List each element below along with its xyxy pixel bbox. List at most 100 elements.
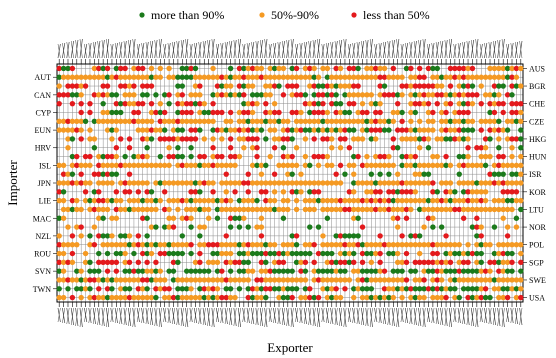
data-point-orange [482,118,489,124]
data-point-red [271,145,278,151]
data-point-orange [333,206,339,213]
data-point-red [307,294,313,301]
data-point-orange [285,277,291,283]
data-point-orange [148,206,155,213]
x-tick-label-bottom [339,307,343,327]
data-point-orange [469,74,476,80]
data-point-green [69,206,76,213]
data-point-orange [298,109,304,116]
data-point-orange [258,206,265,213]
data-point-orange [302,277,309,283]
data-point-red [425,259,432,266]
data-point-red [421,92,427,98]
data-point-red [166,136,172,142]
data-point-orange [355,109,361,116]
data-point-red [56,242,62,248]
data-point-green [399,109,405,116]
data-point-red [271,171,278,177]
x-tick-label-bottom [216,307,219,323]
x-tick-label-bottom [141,307,145,324]
data-point-orange [201,206,207,213]
data-point-orange [241,145,247,151]
data-point-orange [183,118,190,124]
data-point-green [355,65,361,72]
data-point-orange [157,268,164,274]
data-point-red [381,153,388,160]
data-point-green [474,180,480,186]
x-tick-marks-bottom [57,302,523,328]
x-tick-label-top [167,42,171,59]
data-point-green [293,259,300,266]
data-point-orange [197,92,203,98]
data-point-red [223,277,229,283]
data-point-orange [399,206,405,213]
data-point-red [465,189,471,195]
data-point-red [430,242,436,248]
x-tick-label-bottom [506,307,510,323]
data-point-red [403,153,410,160]
data-point-green [447,118,454,124]
data-point-green [368,268,375,274]
data-point-orange [162,294,168,301]
data-point-red [460,215,467,221]
data-point-green [245,286,251,292]
data-point-orange [263,74,269,80]
data-point-red [140,136,146,142]
data-point-red [157,118,164,124]
data-point-red [359,109,366,116]
x-tick-label-bottom [475,307,479,328]
data-point-red [377,259,383,266]
data-point-orange [122,277,128,283]
data-point-orange [267,277,273,283]
data-point-green [144,250,150,257]
data-point-red [377,197,383,204]
data-point-orange [188,180,194,186]
data-point-orange [289,180,295,186]
data-point-red [416,259,423,266]
data-point-green [241,100,247,107]
data-point-green [447,197,454,204]
data-point-red [91,92,98,98]
data-point-orange [245,100,251,107]
data-point-orange [271,277,278,283]
data-point-green [342,92,348,98]
data-point-orange [478,206,484,213]
data-point-orange [56,83,62,89]
data-point-orange [412,74,418,80]
x-tick-label-bottom [194,307,197,324]
data-point-orange [320,286,326,292]
data-point-orange [109,162,115,169]
data-point-orange [403,136,410,142]
x-tick-label-top [207,39,211,59]
data-point-red [364,109,370,116]
data-point-orange [333,277,339,283]
x-tick-label-bottom [413,307,417,326]
data-point-orange [56,127,62,133]
data-point-orange [104,118,111,124]
data-point-red [469,92,476,98]
data-point-red [126,145,133,151]
x-tick-label-bottom [145,307,149,325]
data-point-green [60,65,67,72]
data-point-orange [131,180,137,186]
data-point-orange [245,83,251,89]
data-point-orange [399,277,405,283]
data-point-orange [386,286,392,292]
data-point-red [504,294,511,301]
data-point-red [135,100,142,107]
data-point-orange [395,74,401,80]
data-point-orange [430,197,436,204]
data-point-orange [416,145,423,151]
data-point-red [91,171,98,177]
data-point-orange [359,100,366,107]
data-point-orange [368,189,375,195]
data-point-orange [329,136,335,142]
data-point-orange [91,74,98,80]
data-point-red [241,92,247,98]
data-point-green [100,233,106,239]
data-point-green [293,250,300,257]
data-point-red [263,109,269,116]
data-point-red [96,189,102,195]
data-point-red [329,259,335,266]
data-point-orange [359,92,366,98]
